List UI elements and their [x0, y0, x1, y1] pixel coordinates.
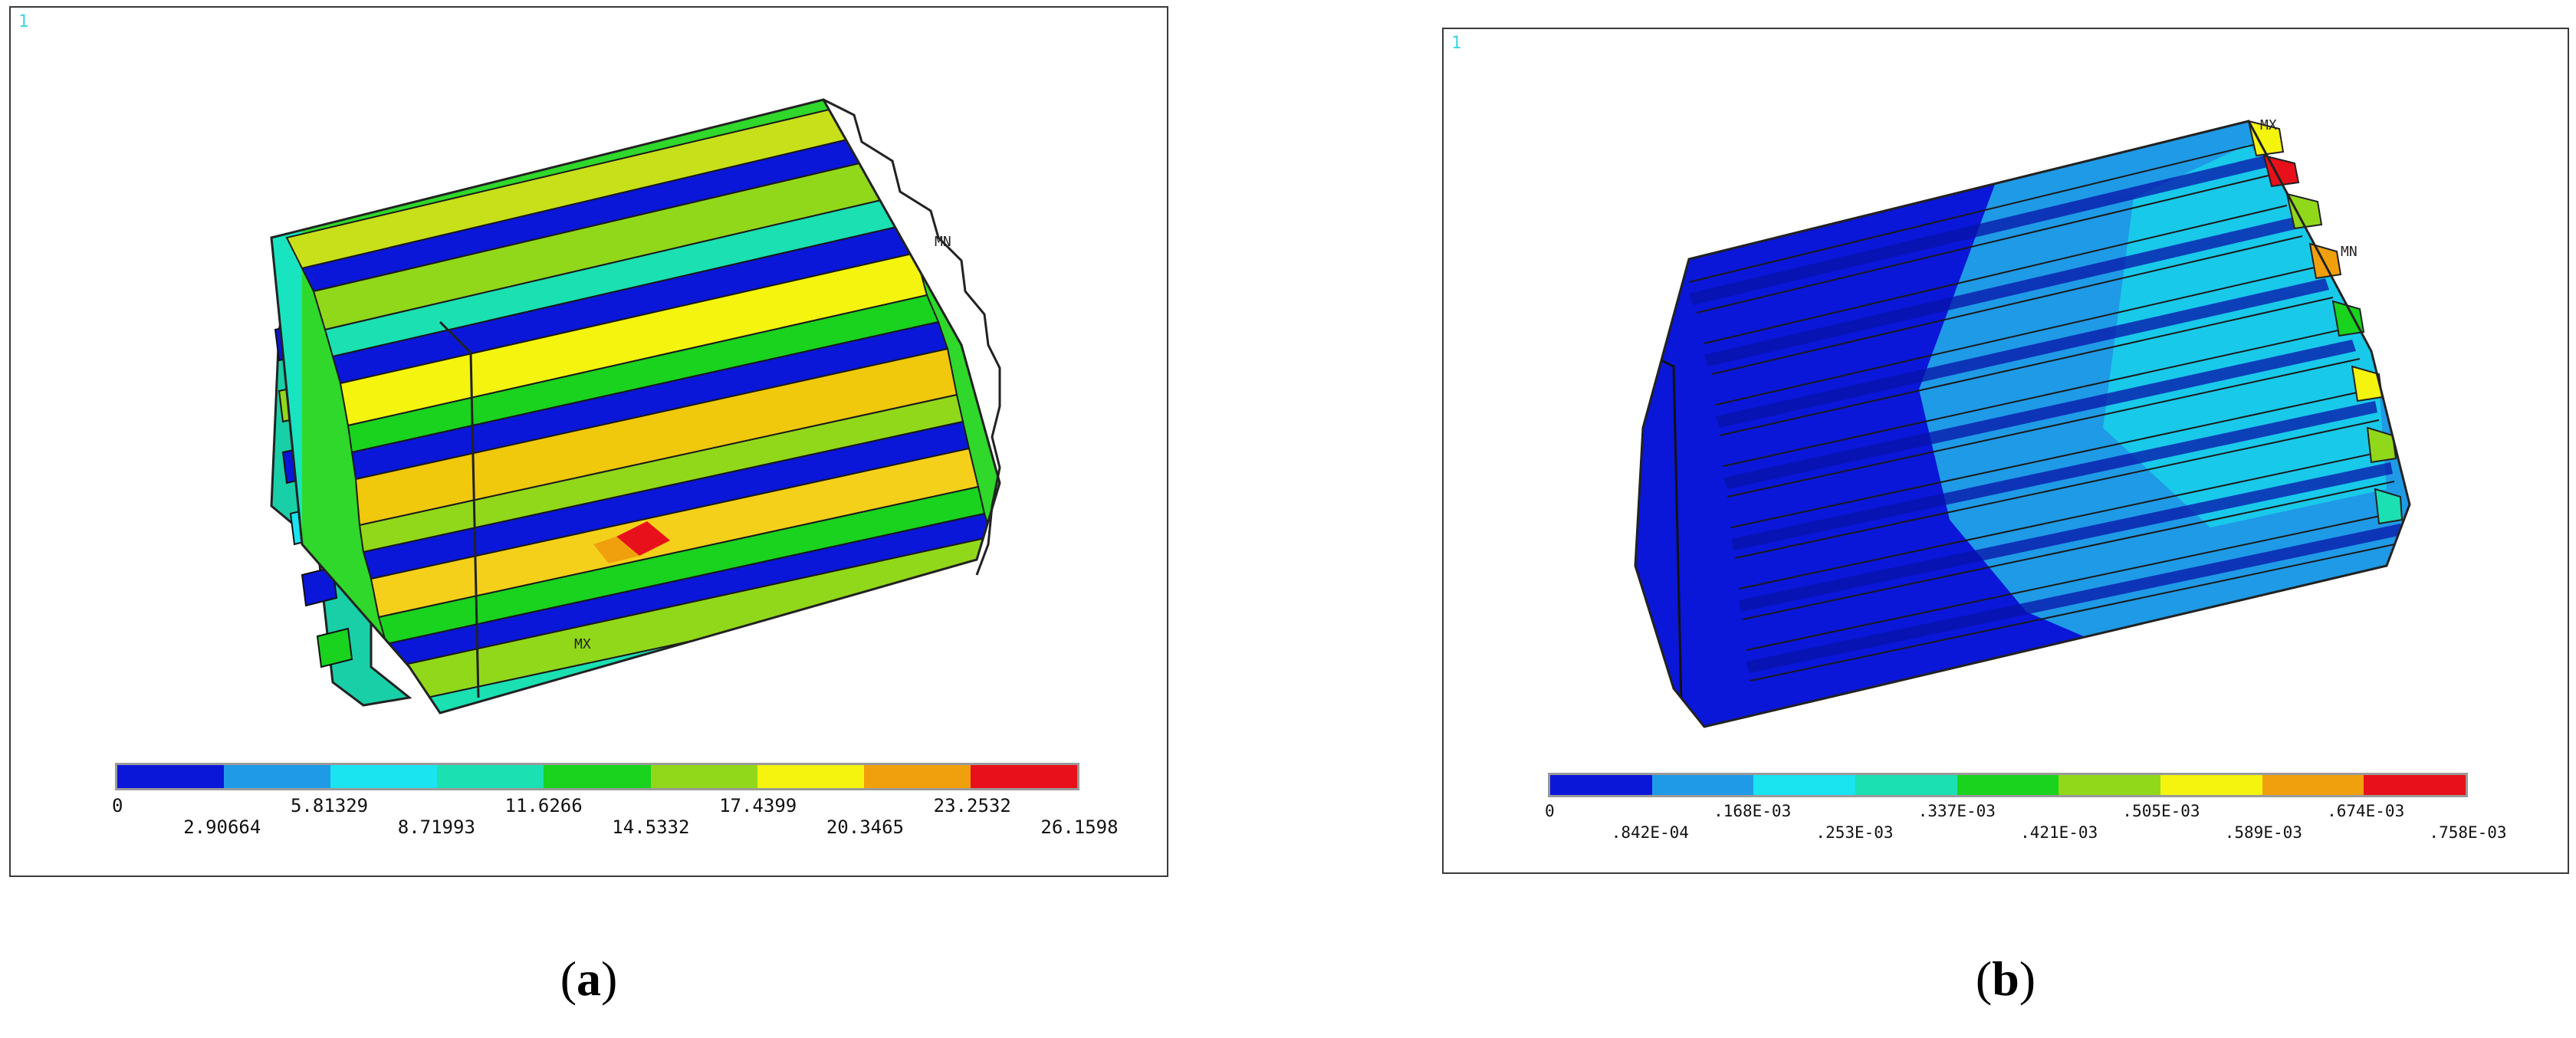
legend-tick-label: 11.6266	[504, 795, 583, 816]
max-node-label: MX	[574, 636, 591, 652]
legend-swatch	[117, 765, 225, 788]
contour-panel-b: 1	[1442, 28, 2569, 874]
caption-b: (b)	[1975, 951, 2036, 1006]
legend-tick-label: 14.5332	[612, 816, 690, 838]
contour-panel-a: 1	[9, 6, 1168, 877]
gear-displacement-contour-model	[1634, 120, 2411, 728]
legend-tick-label: .253E-03	[1815, 823, 1894, 842]
legend-swatch	[437, 765, 544, 788]
legend-tick-label: 0	[1545, 802, 1555, 820]
legend-swatch	[970, 765, 1077, 788]
legend-tick-label: .758E-03	[2429, 823, 2507, 842]
legend-tick-label: .505E-03	[2122, 802, 2200, 820]
legend-tick-label: 26.1598	[1040, 816, 1119, 838]
legend-swatch	[1651, 775, 1754, 795]
min-node-label: MN	[2341, 244, 2358, 260]
legend-tick-label: 0	[112, 795, 123, 816]
gear-body	[1635, 121, 2410, 727]
legend-tick-label: 23.2532	[933, 795, 1011, 816]
legend-tick-label: 2.90664	[183, 816, 261, 838]
legend-tick-label: .337E-03	[1917, 802, 1996, 820]
legend-swatch	[1550, 775, 1652, 795]
legend-tick-label: 8.71993	[397, 816, 475, 838]
legend-swatch	[863, 765, 971, 788]
front-gear-face	[823, 98, 1001, 576]
legend-swatch	[1753, 775, 1856, 795]
legend-swatch	[224, 765, 331, 788]
legend-tick-label: .842E-04	[1611, 823, 1689, 842]
legend-tick-label: .168E-03	[1714, 802, 1792, 820]
legend-swatch	[1957, 775, 2059, 795]
max-node-label: MX	[2260, 117, 2277, 133]
window-number: 1	[1451, 34, 1462, 53]
legend-tick-label: .421E-03	[2020, 823, 2098, 842]
legend-tick-label: .589E-03	[2224, 823, 2302, 842]
legend-swatch	[2364, 775, 2466, 795]
legend-swatch	[2058, 775, 2161, 795]
gear-stress-contour-model	[270, 98, 1001, 714]
legend-swatch	[544, 765, 651, 788]
contour-legend-bar	[1548, 773, 2468, 797]
legend-tick-label: 5.81329	[290, 795, 369, 816]
min-node-label: MN	[935, 234, 951, 250]
legend-swatch	[650, 765, 757, 788]
legend-swatch	[330, 765, 438, 788]
caption-a: (a)	[560, 951, 618, 1006]
legend-tick-label: 20.3465	[826, 816, 905, 838]
legend-tick-label: .674E-03	[2327, 802, 2405, 820]
front-gear-face	[2247, 120, 2404, 525]
legend-swatch	[2262, 775, 2364, 795]
legend-swatch	[1855, 775, 1957, 795]
legend-tick-label: 17.4399	[719, 795, 797, 816]
legend-swatch	[2160, 775, 2262, 795]
legend-swatch	[757, 765, 864, 788]
contour-legend-bar	[115, 763, 1079, 790]
gear-body	[271, 100, 1000, 713]
window-number: 1	[18, 12, 29, 31]
